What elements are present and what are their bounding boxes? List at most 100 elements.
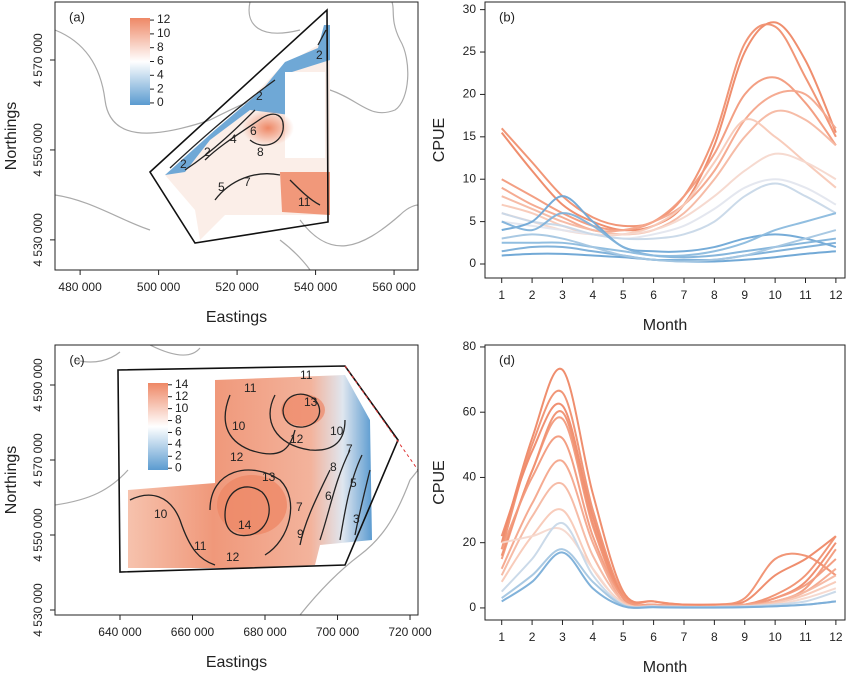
- colorbar-tick-label: 4: [157, 67, 164, 81]
- colorbar-tick-label: 12: [175, 389, 189, 403]
- series-line: [501, 89, 837, 233]
- y-tick-label: 4 530 000: [31, 583, 45, 637]
- x-tick-label: 660 000: [171, 625, 215, 639]
- x-tick-label: 6: [650, 630, 657, 644]
- y-tick-label: 60: [463, 404, 477, 418]
- x-tick-label: 3: [559, 630, 566, 644]
- y-axis-label: Northings: [3, 446, 20, 514]
- contour-label: 5: [218, 180, 225, 194]
- y-tick-label: 4 550 000: [31, 508, 45, 562]
- contour-label: 13: [262, 470, 276, 484]
- y-axis-label: CPUE: [431, 118, 448, 162]
- x-tick-label: 9: [741, 288, 748, 302]
- x-tick-label: 7: [681, 630, 688, 644]
- plot-frame: [484, 344, 846, 621]
- series-line: [500, 21, 837, 232]
- x-axis-label: Eastings: [206, 654, 267, 671]
- y-tick-label: 0: [469, 600, 476, 614]
- colorbar-tick-label: 12: [157, 12, 171, 26]
- colorbar-tick-label: 2: [175, 448, 182, 462]
- map-c-artwork: [55, 345, 418, 615]
- y-tick-label: 4 590 000: [31, 358, 45, 412]
- contour-label: 9: [297, 527, 304, 541]
- contour-label: 11: [298, 195, 311, 209]
- colorbar-tick-label: 4: [175, 437, 182, 451]
- x-tick-label: 2: [529, 630, 536, 644]
- y-axis-label: CPUE: [431, 460, 448, 504]
- x-tick-label: 520 000: [215, 280, 259, 294]
- colorbar-tick-label: 10: [157, 26, 171, 40]
- series-line: [500, 402, 837, 608]
- series-line: [500, 23, 837, 228]
- series-line: [500, 435, 837, 608]
- colorbar-tick-label: 0: [175, 460, 182, 474]
- y-tick-label: 10: [463, 171, 477, 185]
- x-tick-label: 7: [681, 288, 688, 302]
- series-line: [501, 109, 837, 236]
- x-tick-label: 680 000: [243, 625, 287, 639]
- contour-label: 5: [350, 476, 357, 490]
- panel-label: (d): [499, 352, 515, 367]
- y-tick-label: 20: [463, 87, 477, 101]
- x-tick-label: 5: [620, 288, 627, 302]
- y-tick-label: 4 530 000: [31, 213, 45, 267]
- series-line: [501, 551, 836, 609]
- x-tick-label: 1: [498, 288, 505, 302]
- x-tick-label: 480 000: [58, 280, 102, 294]
- contour-label: 11: [244, 381, 257, 395]
- x-tick-label: 10: [768, 288, 782, 302]
- colorbar: [148, 383, 168, 470]
- contour-label: 2: [204, 145, 211, 159]
- plot-frame: [54, 1, 419, 271]
- colorbar-tick-label: 0: [157, 95, 164, 109]
- contour-label: 10: [154, 507, 168, 521]
- x-tick-label: 540 000: [294, 280, 338, 294]
- contour-labels-a: 2 2 2 4 5 6 7 8 11 2: [180, 48, 323, 209]
- x-tick-label: 4: [590, 288, 597, 302]
- contour-label: 8: [330, 460, 337, 474]
- x-tick-label: 8: [711, 288, 718, 302]
- y-tick-label: 5: [469, 214, 476, 228]
- series-group: [500, 367, 837, 609]
- series-line: [501, 76, 837, 232]
- plot-frame: [484, 1, 846, 279]
- contour-label: 2: [316, 48, 323, 62]
- x-tick-label: 12: [829, 630, 843, 644]
- contour-label: 6: [325, 489, 332, 503]
- series-line: [501, 195, 837, 253]
- series-line: [500, 459, 837, 608]
- colorbar-tick-label: 8: [175, 413, 182, 427]
- series-line: [501, 212, 837, 258]
- contour-label: 7: [346, 442, 353, 456]
- plot-frame: [54, 344, 419, 616]
- panel-label: (a): [69, 9, 85, 24]
- contour-label: 2: [256, 89, 263, 103]
- y-tick-label: 4 550 000: [31, 123, 45, 177]
- x-tick-label: 560 000: [372, 280, 416, 294]
- contour-label: 4: [230, 132, 237, 146]
- contour-label: 8: [257, 145, 264, 159]
- contour-label: 12: [226, 550, 240, 564]
- x-tick-label: 4: [590, 630, 597, 644]
- x-tick-label: 2: [529, 288, 536, 302]
- contour-label: 7: [244, 175, 251, 189]
- series-line: [501, 527, 837, 609]
- contour-label: 2: [180, 157, 187, 171]
- x-tick-label: 8: [711, 630, 718, 644]
- x-tick-label: 9: [741, 630, 748, 644]
- contour-label: 11: [300, 368, 313, 382]
- y-tick-label: 4 570 000: [31, 433, 45, 487]
- contour-label: 11: [194, 539, 207, 553]
- y-tick-label: 80: [463, 339, 477, 353]
- series-line: [500, 389, 837, 607]
- x-tick-label: 11: [799, 630, 812, 644]
- contour-label: 14: [238, 518, 252, 532]
- contour-label: 12: [290, 432, 304, 446]
- colorbar-tick-label: 10: [175, 401, 189, 415]
- x-tick-label: 1: [498, 630, 505, 644]
- series-line: [501, 178, 837, 240]
